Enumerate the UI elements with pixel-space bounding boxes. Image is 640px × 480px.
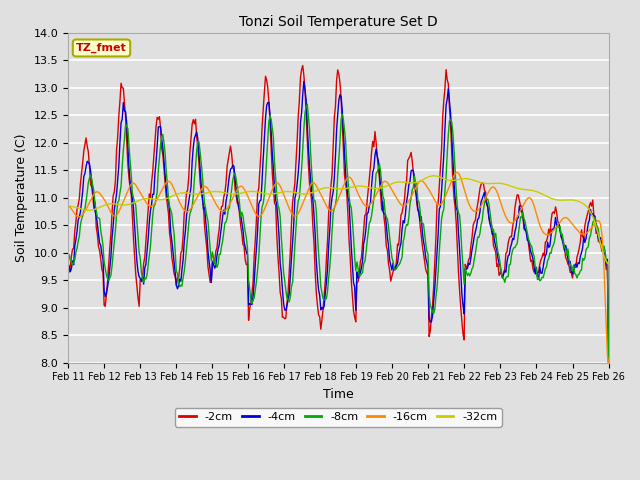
Line: -4cm: -4cm — [68, 82, 609, 362]
-2cm — [394, 241, 401, 247]
-16cm — [64, 203, 72, 209]
-16cm — [605, 360, 612, 365]
-16cm — [392, 195, 400, 201]
Line: -32cm: -32cm — [68, 176, 609, 264]
-4cm — [300, 79, 308, 84]
X-axis label: Time: Time — [323, 388, 354, 401]
-8cm — [394, 264, 401, 269]
-32cm — [556, 197, 564, 203]
-32cm — [292, 190, 300, 195]
-32cm — [367, 185, 374, 191]
-16cm — [292, 213, 300, 219]
-8cm — [303, 101, 311, 107]
-16cm — [232, 189, 240, 194]
-4cm — [292, 191, 300, 197]
-2cm — [463, 266, 470, 272]
-32cm — [392, 180, 400, 185]
-32cm — [463, 176, 470, 181]
Title: Tonzi Soil Temperature Set D: Tonzi Soil Temperature Set D — [239, 15, 438, 29]
-4cm — [556, 228, 564, 234]
-8cm — [368, 213, 376, 218]
-8cm — [292, 226, 300, 231]
-4cm — [394, 261, 401, 266]
-2cm — [299, 62, 307, 68]
-2cm — [556, 226, 564, 231]
-2cm — [368, 149, 376, 155]
-16cm — [463, 194, 470, 200]
Text: TZ_fmet: TZ_fmet — [76, 43, 127, 53]
-8cm — [463, 269, 470, 275]
-4cm — [463, 266, 470, 272]
-8cm — [556, 224, 564, 229]
-4cm — [368, 183, 376, 189]
-8cm — [232, 176, 240, 182]
Y-axis label: Soil Temperature (C): Soil Temperature (C) — [15, 133, 28, 262]
-4cm — [232, 185, 240, 191]
-32cm — [605, 261, 612, 267]
-2cm — [232, 193, 240, 199]
Line: -2cm: -2cm — [68, 65, 609, 362]
Line: -16cm: -16cm — [68, 172, 609, 362]
-32cm — [64, 203, 72, 209]
-2cm — [292, 159, 300, 165]
Legend: -2cm, -4cm, -8cm, -16cm, -32cm: -2cm, -4cm, -8cm, -16cm, -32cm — [175, 408, 502, 427]
-16cm — [367, 201, 374, 207]
-32cm — [430, 173, 438, 179]
-16cm — [454, 169, 461, 175]
-2cm — [605, 360, 612, 365]
-2cm — [64, 266, 72, 272]
-8cm — [605, 360, 612, 365]
-32cm — [232, 191, 240, 197]
Line: -8cm: -8cm — [68, 104, 609, 362]
-4cm — [64, 262, 72, 267]
-4cm — [605, 360, 612, 365]
-8cm — [64, 250, 72, 255]
-16cm — [556, 219, 564, 225]
